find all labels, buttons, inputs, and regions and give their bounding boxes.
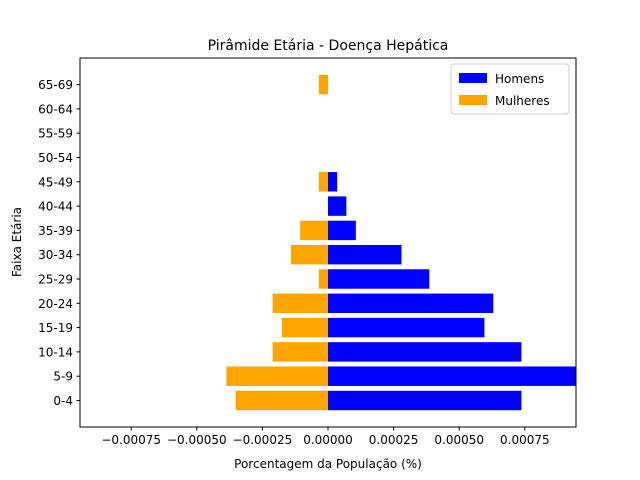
y-tick-label: 55-59 bbox=[38, 127, 73, 141]
y-tick-label: 15-19 bbox=[38, 321, 73, 335]
bar-mulheres-35-39 bbox=[300, 220, 328, 241]
x-axis: −0.00075 −0.00050 −0.00025 0.00000 0.00025 0.… bbox=[101, 427, 550, 447]
x-tick-label: −0.00025 bbox=[233, 433, 293, 447]
bar-mulheres-15-19 bbox=[281, 317, 328, 338]
bar-mulheres-65-69 bbox=[318, 74, 328, 95]
legend-swatch-mulheres bbox=[459, 95, 487, 105]
plot-frame bbox=[79, 57, 577, 428]
bar-homens-40-44 bbox=[328, 196, 347, 216]
y-tick-label: 35-39 bbox=[38, 224, 73, 238]
y-tick-label: 40-44 bbox=[38, 200, 73, 214]
y-axis: 0-4 5-9 10-14 15-19 20-24 25-29 30-34 35-39 40-4… bbox=[38, 78, 80, 408]
x-axis-title: Porcentagem da População (%) bbox=[234, 457, 422, 471]
x-tick-label: 0.00025 bbox=[369, 433, 419, 447]
bar-mulheres-25-29 bbox=[318, 269, 328, 289]
y-tick-label: 25-29 bbox=[38, 273, 73, 287]
legend-label-mulheres: Mulheres bbox=[495, 94, 550, 108]
bar-mulheres-10-14 bbox=[272, 342, 328, 362]
bar-mulheres-0-4 bbox=[235, 390, 328, 411]
bar-mulheres-5-9 bbox=[226, 366, 328, 386]
legend: Homens Mulheres bbox=[450, 63, 570, 115]
y-tick-label: 50-54 bbox=[38, 151, 73, 165]
x-tick-label: −0.00075 bbox=[101, 433, 161, 447]
bar-homens-15-19 bbox=[328, 317, 485, 338]
bar-homens-35-39 bbox=[328, 220, 356, 241]
bar-mulheres-45-49 bbox=[318, 172, 328, 192]
x-tick-label: −0.00050 bbox=[167, 433, 227, 447]
bar-mulheres-20-24 bbox=[272, 293, 328, 314]
y-tick-label: 30-34 bbox=[38, 248, 73, 262]
x-tick-label: 0.00050 bbox=[434, 433, 484, 447]
bar-homens-10-14 bbox=[328, 342, 522, 362]
chart-title: Pirâmide Etária - Doença Hepática bbox=[208, 38, 449, 54]
bar-homens-0-4 bbox=[328, 390, 522, 411]
y-tick-label: 5-9 bbox=[53, 370, 73, 384]
y-tick-label: 45-49 bbox=[38, 175, 73, 189]
y-axis-title: Faixa Etária bbox=[10, 207, 24, 277]
legend-label-homens: Homens bbox=[495, 72, 544, 86]
y-tick-label: 10-14 bbox=[38, 345, 73, 359]
bar-mulheres-30-34 bbox=[290, 244, 328, 265]
y-tick-label: 0-4 bbox=[53, 394, 73, 408]
bar-homens-25-29 bbox=[328, 269, 430, 289]
bars-group bbox=[226, 74, 576, 411]
x-tick-label: 0.00075 bbox=[500, 433, 550, 447]
bar-homens-45-49 bbox=[328, 172, 338, 192]
bar-homens-5-9 bbox=[328, 366, 576, 386]
y-tick-label: 60-64 bbox=[38, 102, 73, 116]
bar-homens-20-24 bbox=[328, 293, 494, 314]
y-tick-label: 65-69 bbox=[38, 78, 73, 92]
legend-swatch-homens bbox=[459, 73, 487, 83]
y-tick-label: 20-24 bbox=[38, 297, 73, 311]
x-tick-label: 0.00000 bbox=[303, 433, 353, 447]
bar-homens-30-34 bbox=[328, 244, 402, 265]
